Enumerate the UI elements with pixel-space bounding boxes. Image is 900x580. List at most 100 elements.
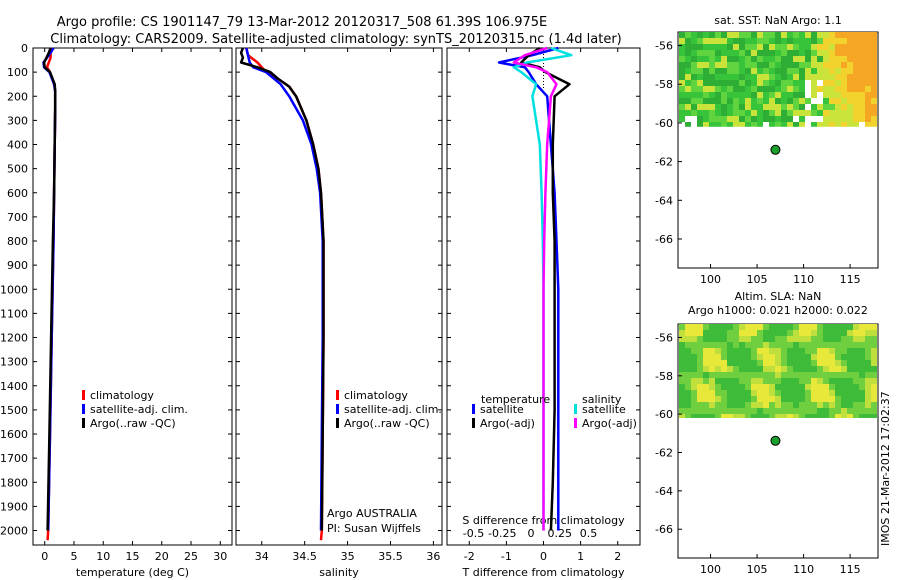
map-cell: [805, 110, 811, 116]
map-cell: [715, 38, 721, 44]
map-cell: [721, 104, 727, 110]
map-cell: [697, 122, 703, 127]
depth-tick-label: 1000: [0, 283, 28, 296]
map-cell: [775, 396, 781, 402]
map-cell: [817, 116, 823, 122]
map-cell: [871, 32, 877, 38]
map-cell: [679, 98, 685, 104]
map-cell: [775, 324, 781, 330]
map-cell: [799, 378, 805, 384]
map-cell: [727, 92, 733, 98]
map-cell: [775, 50, 781, 56]
map-cell: [799, 396, 805, 402]
legend-swatch: [472, 404, 475, 414]
map-cell: [853, 402, 859, 408]
map-cell: [787, 324, 793, 330]
map-cell: [811, 414, 817, 418]
map-cell: [697, 68, 703, 74]
map-cell: [793, 92, 799, 98]
map-cell: [751, 342, 757, 348]
map-cell: [775, 44, 781, 50]
map-cell: [757, 110, 763, 116]
map-cell: [715, 44, 721, 50]
map-cell: [829, 32, 835, 38]
map-cell: [853, 360, 859, 366]
depth-tick-label: 800: [7, 235, 28, 248]
map-cell: [799, 86, 805, 92]
map-cell: [781, 324, 787, 330]
map-cell: [829, 38, 835, 44]
map-cell: [745, 330, 751, 336]
map-cell: [775, 354, 781, 360]
map-cell: [823, 390, 829, 396]
map-cell: [805, 86, 811, 92]
map-cell: [841, 372, 847, 378]
map-cell: [805, 372, 811, 378]
map-cell: [733, 396, 739, 402]
map-cell: [829, 330, 835, 336]
map-cell: [787, 378, 793, 384]
map-cell: [733, 342, 739, 348]
x-tick-label: 1: [577, 550, 584, 563]
map-cell: [775, 122, 781, 127]
map-cell: [685, 336, 691, 342]
map-cell: [757, 384, 763, 390]
map-cell: [733, 372, 739, 378]
map-cell: [835, 86, 841, 92]
map-cell: [709, 80, 715, 86]
map-cell: [715, 384, 721, 390]
map-cell: [829, 372, 835, 378]
map-cell: [763, 32, 769, 38]
map-cell: [853, 116, 859, 122]
map-cell: [805, 80, 811, 86]
map-y-tick-label: -58: [655, 78, 673, 91]
map-cell: [733, 408, 739, 414]
map-cell: [817, 342, 823, 348]
map-cell: [721, 92, 727, 98]
map-cell: [847, 390, 853, 396]
map-cell: [775, 414, 781, 418]
map-cell: [853, 336, 859, 342]
map-cell: [715, 360, 721, 366]
map-cell: [727, 104, 733, 110]
title-line-1: Argo profile: CS 1901147_79 13-Mar-2012 …: [57, 15, 547, 30]
map-cell: [775, 348, 781, 354]
map-cell: [769, 98, 775, 104]
map-cell: [865, 366, 871, 372]
map-cell: [685, 354, 691, 360]
map-cell: [715, 80, 721, 86]
x-axis-label: temperature (deg C): [76, 566, 189, 579]
map-cell: [757, 44, 763, 50]
map-x-tick-label: 100: [700, 273, 721, 286]
map-cell: [769, 372, 775, 378]
map-cell: [859, 348, 865, 354]
map-cell: [865, 324, 871, 330]
map-cell: [691, 408, 697, 414]
map-cell: [727, 342, 733, 348]
map-cell: [847, 402, 853, 408]
map-cell: [709, 366, 715, 372]
map-cell: [859, 324, 865, 330]
map-cell: [805, 402, 811, 408]
map-cell: [859, 44, 865, 50]
map-cell: [697, 110, 703, 116]
map-cell: [739, 86, 745, 92]
map-cell: [799, 62, 805, 68]
map-y-tick-label: -62: [655, 447, 673, 460]
map-cell: [709, 414, 715, 418]
map-cell: [733, 104, 739, 110]
map-cell: [853, 86, 859, 92]
map-cell: [835, 348, 841, 354]
map-cell: [805, 336, 811, 342]
map-cell: [841, 32, 847, 38]
map-cell: [745, 92, 751, 98]
map-cell: [853, 92, 859, 98]
x-tick-label: 15: [126, 550, 140, 563]
map-cell: [709, 86, 715, 92]
map-cell: [823, 44, 829, 50]
map-cell: [685, 342, 691, 348]
map-cell: [871, 38, 877, 44]
map-cell: [835, 342, 841, 348]
map-cell: [685, 390, 691, 396]
map-cell: [685, 104, 691, 110]
